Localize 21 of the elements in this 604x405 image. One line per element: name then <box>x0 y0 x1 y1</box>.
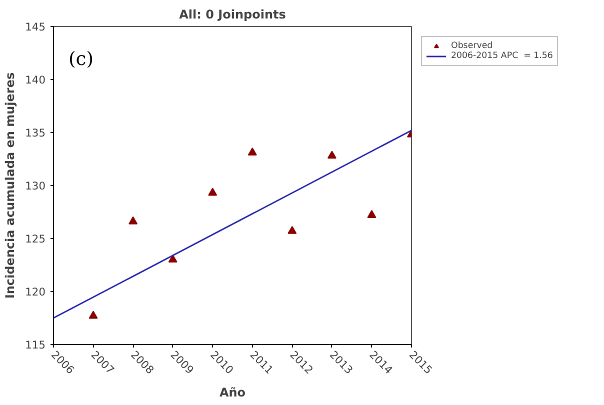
x-axis-title: Año <box>219 385 246 400</box>
y-tick-label: 115 <box>25 338 46 352</box>
point <box>288 226 297 234</box>
y-axis-title: Incidencia acumulada en mujeres <box>3 72 18 299</box>
point <box>168 254 178 263</box>
legend-label: 2006-2015 APC = 1.56 <box>451 51 553 61</box>
y-tick-label: 120 <box>25 286 46 298</box>
point <box>128 216 138 224</box>
y-tick-label: 125 <box>25 232 46 246</box>
y-tick-label: 140 <box>25 74 46 86</box>
point <box>327 150 336 159</box>
point <box>367 210 376 218</box>
point <box>208 188 218 196</box>
y-tick-label: 130 <box>25 180 46 192</box>
legend-label: Observed <box>451 41 493 51</box>
y-tick-label: 145 <box>25 20 46 34</box>
y-tick-label: 135 <box>25 126 46 140</box>
chart-title: All: 0 Joinpoints <box>179 8 286 22</box>
point <box>88 310 98 319</box>
point <box>248 148 257 156</box>
annotation: (c) <box>68 49 94 70</box>
